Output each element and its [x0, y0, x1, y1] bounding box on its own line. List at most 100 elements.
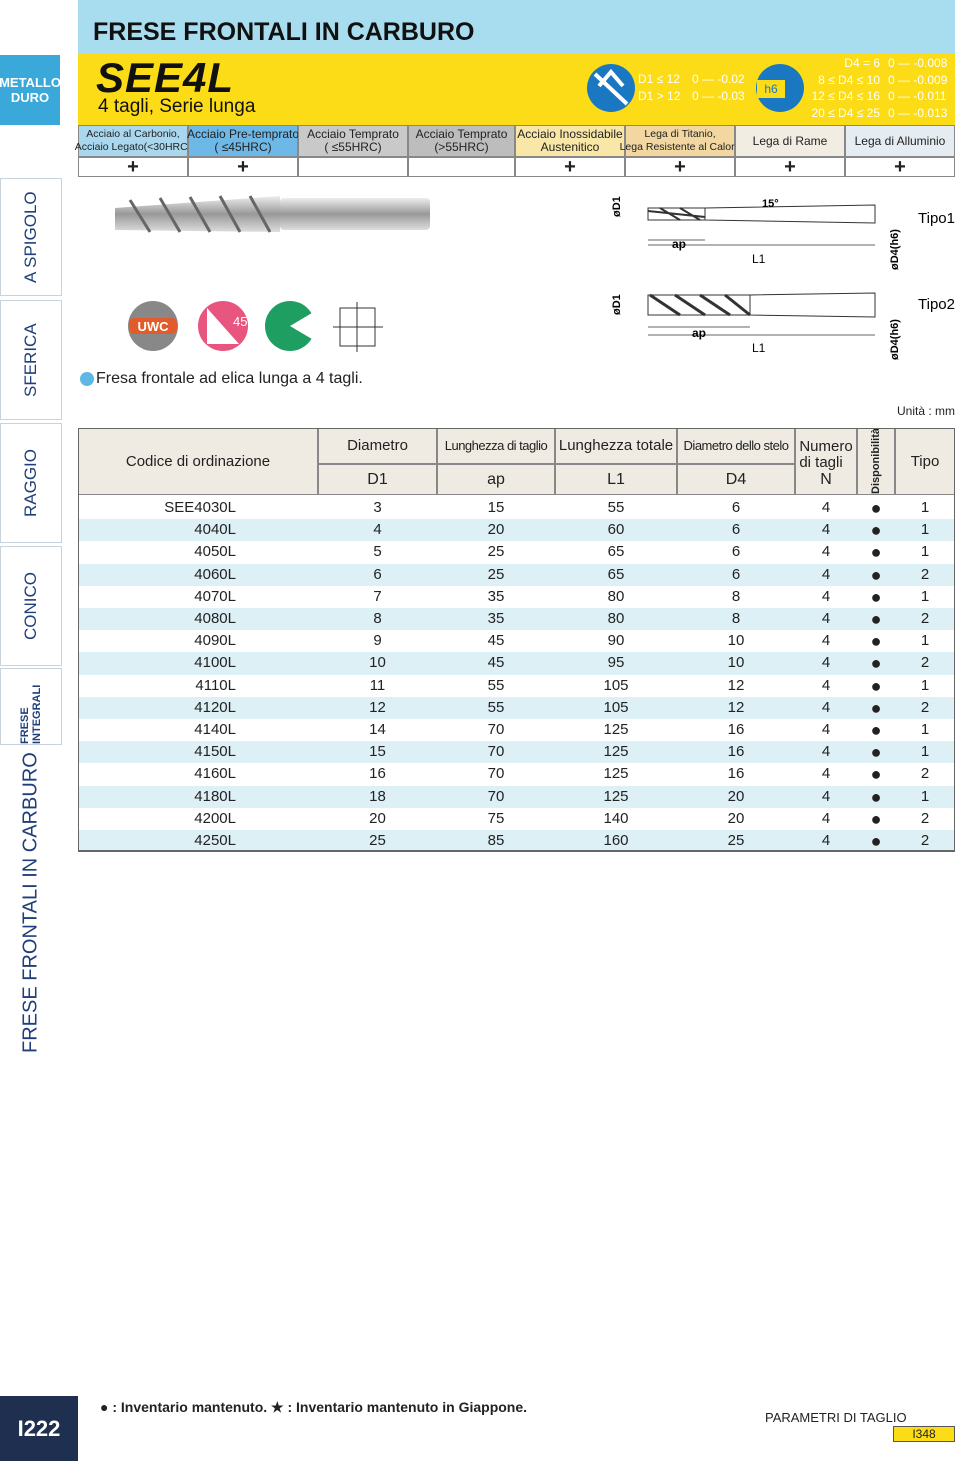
table-cell: 140 — [603, 809, 629, 827]
table-row — [78, 585, 955, 608]
table-cell: ● — [870, 542, 882, 563]
column-header: Codice di ordinazione — [78, 428, 318, 495]
table-cell: ● — [870, 609, 882, 629]
table-cell: ● — [870, 764, 882, 785]
table-cell: 8 — [731, 610, 741, 627]
column-header: Diametro dello stelo — [677, 428, 795, 464]
material-name: Lega di Rame — [752, 133, 828, 148]
table-cell: 20 — [487, 521, 505, 539]
table-cell: 12 — [727, 676, 745, 694]
table-cell: 4 — [821, 765, 831, 783]
table-cell: 2 — [920, 765, 930, 783]
table-cell: 4 — [821, 809, 831, 827]
table-cell: 4 — [821, 543, 831, 561]
type1-name: Tipo1 — [918, 210, 955, 227]
table-cell: ● — [870, 564, 882, 585]
series-band — [78, 53, 955, 125]
footer-link-page[interactable]: I348 — [893, 1426, 955, 1442]
material: Lega di Alluminio — [845, 125, 955, 157]
column-symbol: L1 — [555, 464, 677, 495]
table-cell: 4140L — [194, 721, 236, 738]
table-cell: 25 — [487, 543, 505, 561]
table-cell: 45 — [487, 632, 505, 650]
material-cell: + — [515, 156, 625, 178]
table-cell: 18 — [369, 787, 386, 805]
title-band — [78, 0, 955, 53]
table-cell: 65 — [607, 565, 625, 583]
d1-range: D1 ≤ 12 — [638, 72, 680, 86]
table-cell: 1 — [920, 721, 930, 738]
material-name: Lega di Alluminio — [854, 133, 946, 148]
table-cell: 25 — [487, 565, 505, 583]
column-header: Lunghezza di taglio — [437, 428, 555, 464]
table-cell: 105 — [603, 698, 629, 716]
footer-legend: ● : Inventario mantenuto. ★ : Inventario… — [100, 1399, 528, 1415]
column-symbol: D4 — [677, 464, 795, 495]
material-cell: + — [188, 156, 298, 178]
table-cell: 4 — [821, 676, 831, 694]
table-cell: 16 — [727, 765, 745, 783]
table-row — [78, 763, 955, 786]
material: Lega di Rame — [735, 125, 845, 157]
table-cell: 1 — [920, 543, 930, 561]
d1-tol: 0 — -0.02 — [692, 72, 745, 86]
table-cell: 1 — [920, 521, 930, 539]
side-tab: A SPIGOLO — [0, 178, 62, 296]
material-name: Austenitico — [540, 140, 600, 154]
footer-link[interactable]: PARAMETRI DI TAGLIO — [765, 1410, 907, 1425]
table-row — [78, 652, 955, 675]
material: Acciaio Inossidabile Austenitico — [515, 125, 625, 157]
material-cell: + — [735, 156, 845, 178]
table-cell: 9 — [373, 632, 382, 650]
table-cell: 10 — [369, 654, 386, 672]
table-cell: 20 — [369, 809, 386, 827]
table-cell: 55 — [607, 499, 625, 516]
table-cell: ● — [870, 498, 882, 518]
table-cell: 20 — [727, 809, 745, 827]
side-tab: CONICO — [0, 546, 62, 666]
table-cell: ● — [870, 631, 882, 652]
table-cell: 16 — [727, 721, 745, 738]
table-cell: 4 — [821, 610, 831, 627]
table-cell: 80 — [607, 587, 625, 605]
material-name: Acciaio Inossidabile — [517, 127, 623, 141]
table-row — [78, 741, 955, 764]
table-cell: 4 — [821, 587, 831, 605]
d4-tol: 0 — -0.011 — [888, 89, 947, 103]
table-cell: ● — [870, 720, 882, 740]
table-cell: 15 — [369, 743, 386, 761]
table-cell: 35 — [487, 587, 505, 605]
table-cell: ● — [870, 586, 882, 607]
table-cell: 7 — [373, 587, 382, 605]
table-cell: 35 — [487, 610, 505, 627]
table-cell: 5 — [373, 543, 382, 561]
table-cell: 4180L — [194, 787, 236, 805]
table-cell: 65 — [607, 543, 625, 561]
table-cell: 4 — [821, 698, 831, 716]
table-cell: 2 — [920, 610, 930, 627]
d1-label: øD1 — [611, 196, 623, 217]
d4-range: 8 ≤ D4 ≤ 10 — [818, 72, 880, 87]
table-row — [78, 630, 955, 653]
side-tab: FRESE FRONTALI IN CARBURO — [0, 748, 62, 1058]
table-cell: 16 — [727, 743, 745, 761]
table-cell: 15 — [487, 499, 505, 516]
material-cell: + — [625, 156, 735, 178]
material: Acciaio al Carbonio, Acciaio Legato(<30HR… — [75, 125, 191, 157]
table-cell: 4090L — [194, 632, 236, 650]
material-name: ( ≤45HRC) — [214, 140, 272, 154]
material-cell — [408, 157, 515, 177]
table-cell: 1 — [920, 743, 930, 761]
table-cell: 4 — [373, 521, 382, 539]
table-cell: ● — [870, 675, 882, 696]
d1-label: øD1 — [611, 294, 623, 315]
d1-icon — [587, 64, 635, 112]
table-cell: 4110L — [195, 676, 236, 694]
column-header: Numero di tagli — [795, 428, 857, 495]
table-cell: 125 — [603, 787, 629, 805]
material-name: Lega di Titanio, — [644, 128, 716, 140]
d4-tol: 0 — -0.008 — [888, 56, 948, 70]
table-cell: 14 — [369, 721, 386, 738]
table-cell: 2 — [920, 698, 930, 716]
table-cell: ● — [870, 653, 882, 674]
